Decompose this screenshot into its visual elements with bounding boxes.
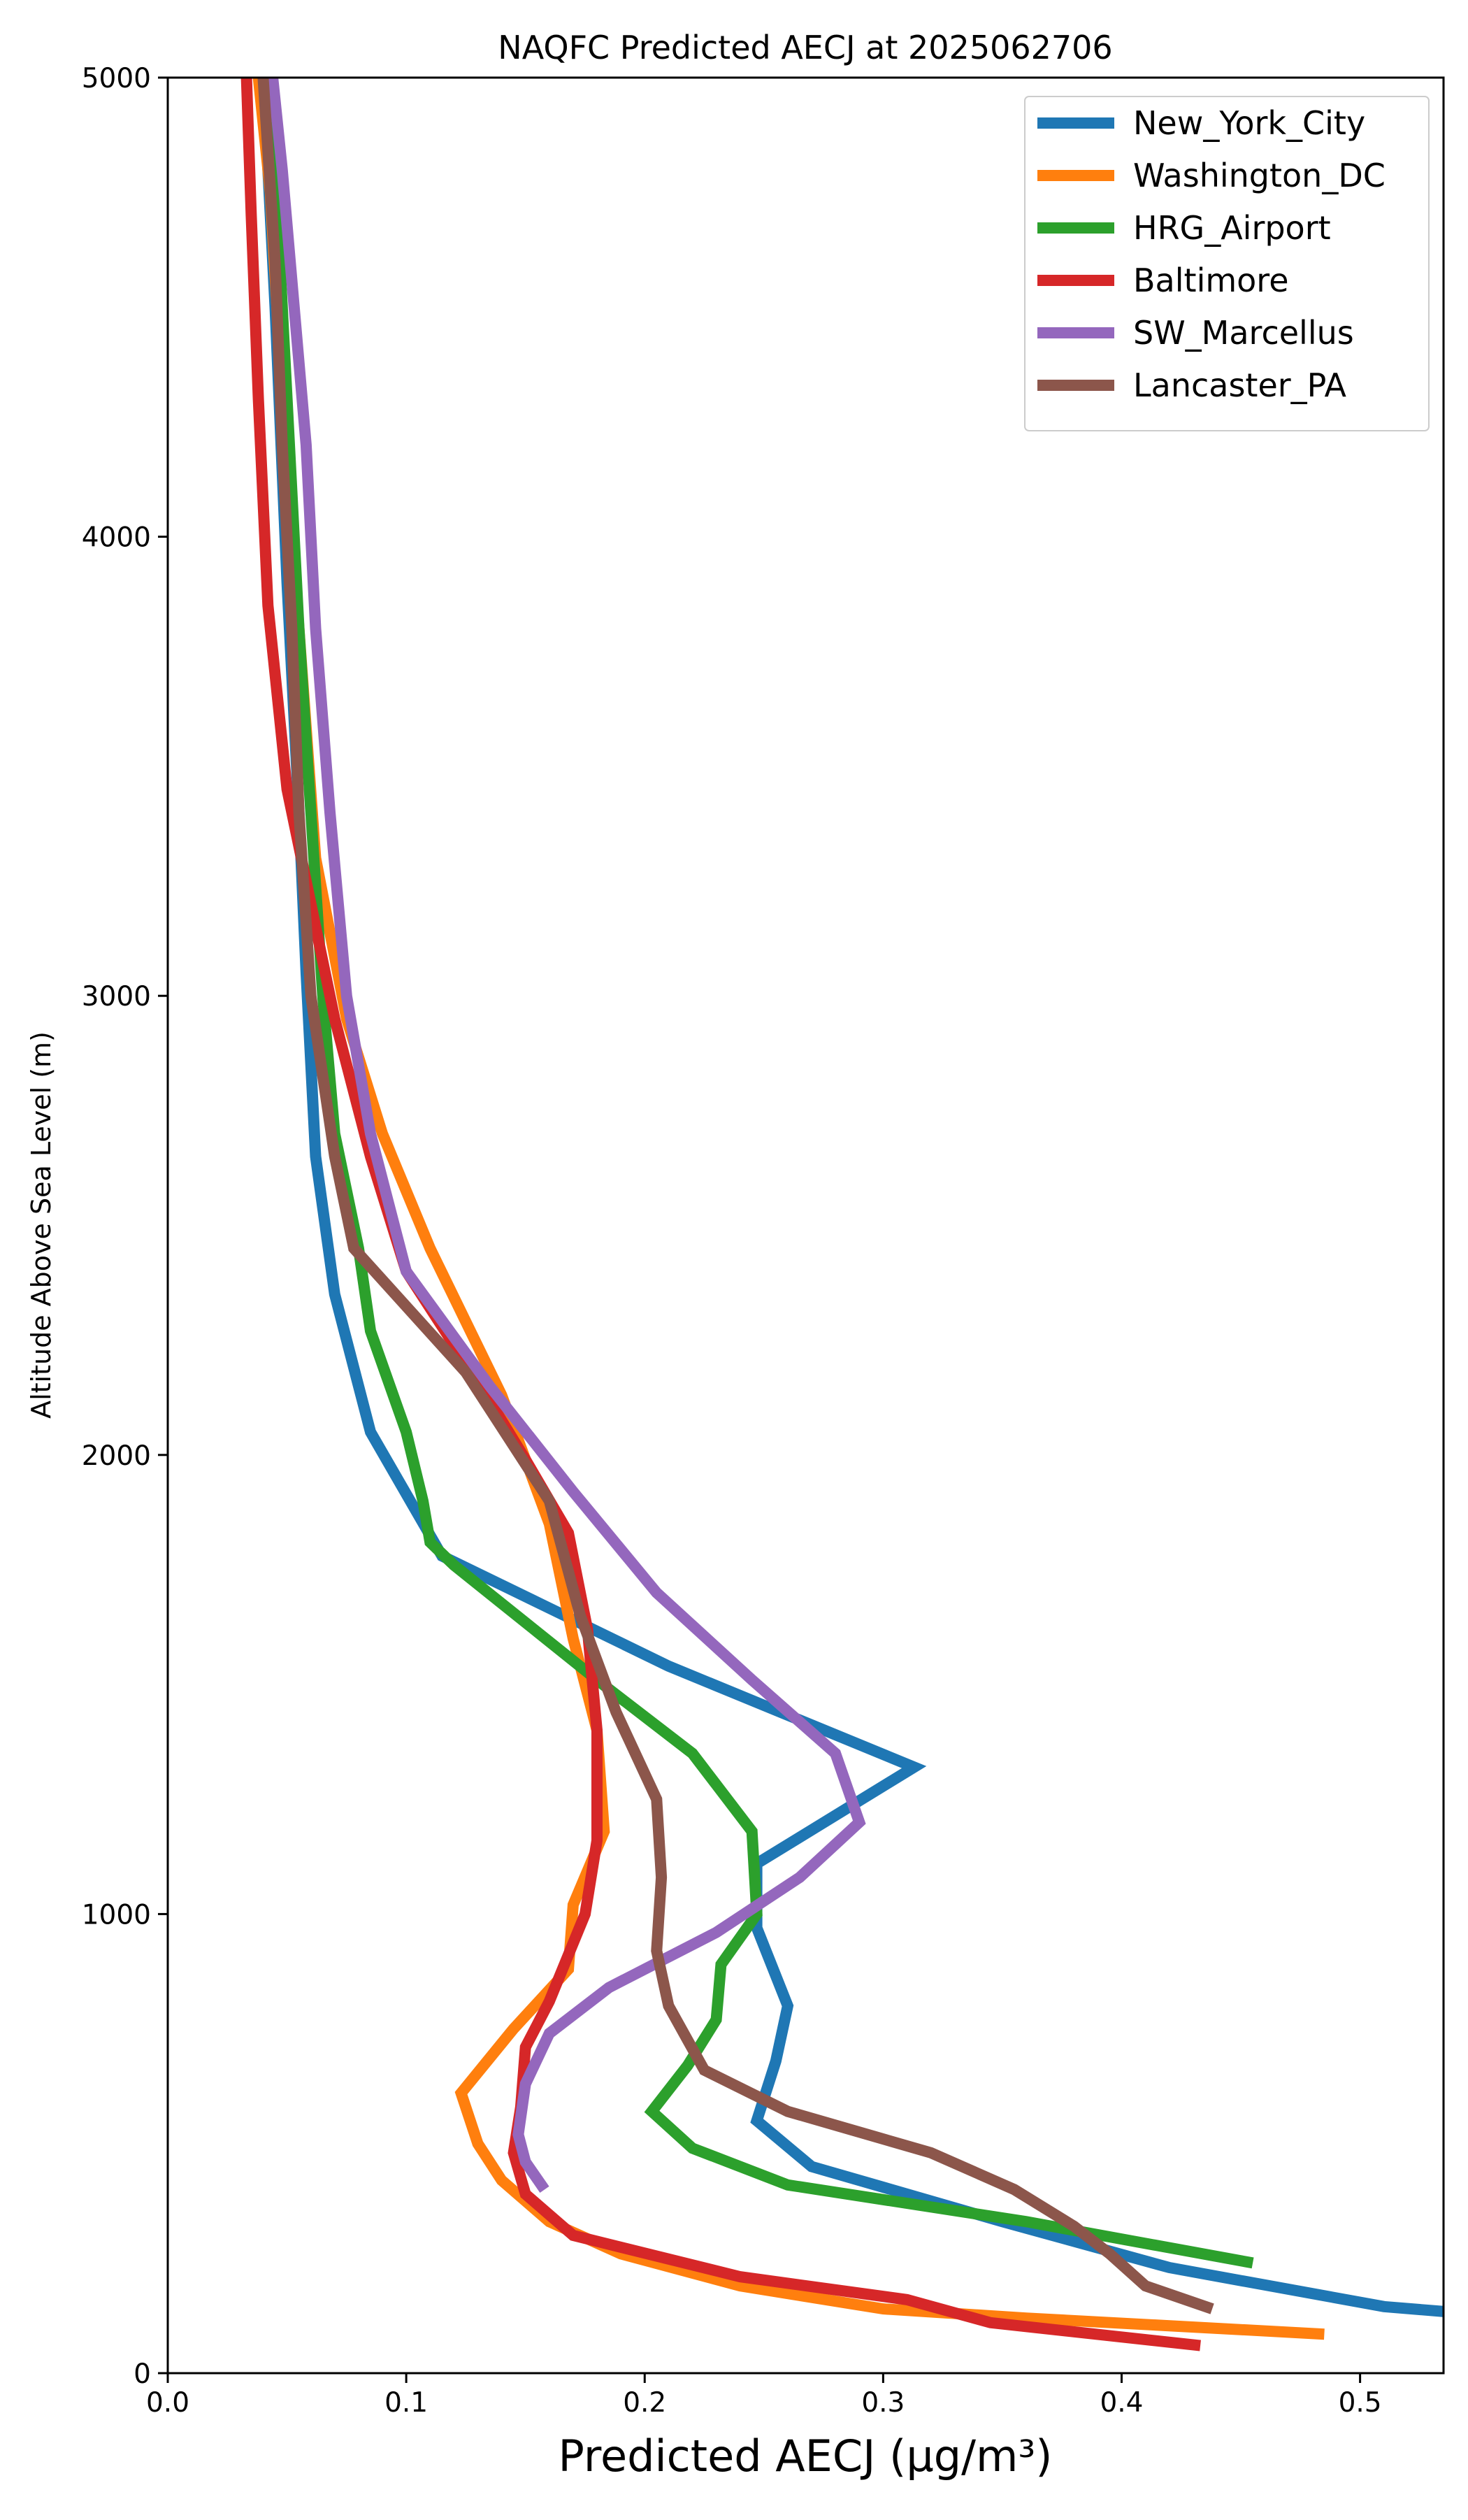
ticks-group: 0.0 0.1 0.2 0.3 0.4 0.5 0 1000 2000 3000 4000 5000 xyxy=(82,63,1382,2419)
legend-label: Washington_DC xyxy=(1133,157,1386,194)
y-tick-label: 1000 xyxy=(82,1899,151,1931)
series-line-hrg-airport xyxy=(262,78,1254,2269)
series-group xyxy=(240,78,1444,2351)
legend-label: HRG_Airport xyxy=(1133,209,1331,247)
x-tick-label: 0.2 xyxy=(623,2387,666,2419)
series-line-sw-marcellus xyxy=(267,78,866,2193)
x-axis-label: Predicted AECJ (μg/m³) xyxy=(559,2430,1053,2482)
x-tick-label: 0.1 xyxy=(384,2387,428,2419)
y-tick-label: 4000 xyxy=(82,522,151,554)
plot-frame xyxy=(166,76,1445,2375)
legend-box xyxy=(1024,96,1430,431)
y-tick-label: 0 xyxy=(134,2358,151,2390)
x-tick-label: 0.4 xyxy=(1100,2387,1143,2419)
legend-label: Baltimore xyxy=(1133,262,1289,299)
series-line-baltimore xyxy=(240,78,1201,2351)
y-tick-label: 3000 xyxy=(82,981,151,1012)
legend-label: New_York_City xyxy=(1133,104,1365,142)
x-tick-label: 0.0 xyxy=(146,2387,189,2419)
x-tick-label: 0.5 xyxy=(1339,2387,1382,2419)
legend-label: Lancaster_PA xyxy=(1133,366,1346,404)
series-line-lancaster-pa xyxy=(257,78,1214,2314)
x-tick-label: 0.3 xyxy=(861,2387,905,2419)
y-tick-label: 5000 xyxy=(82,63,151,94)
chart-title: NAQFC Predicted AECJ at 2025062706 xyxy=(498,29,1112,66)
legend-label: SW_Marcellus xyxy=(1133,314,1354,352)
legend: New_York_City Washington_DC HRG_Airport Bal… xyxy=(1024,96,1430,431)
y-tick-label: 2000 xyxy=(82,1440,151,1472)
y-axis-label: Altitude Above Sea Level (m) xyxy=(26,1031,57,1419)
